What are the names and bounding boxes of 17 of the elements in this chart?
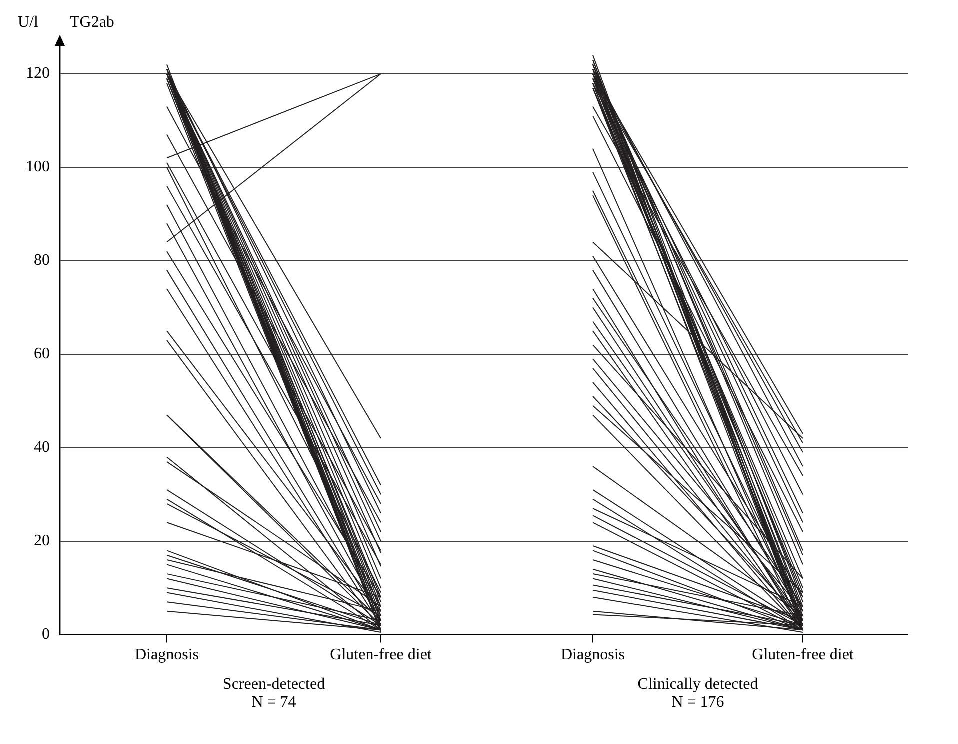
x-tick-label: Diagnosis (135, 646, 199, 664)
y-tick-label: 40 (34, 439, 50, 456)
y-tick-label: 120 (26, 65, 50, 82)
y-tick-label: 60 (34, 346, 50, 363)
x-tick-label: Gluten-free diet (330, 646, 432, 664)
y-tick-label: 100 (26, 158, 50, 176)
x-axis-title: Screen-detected (222, 676, 326, 694)
text: N = 74 (250, 694, 298, 712)
x-axis-title: Clinically detected (636, 676, 760, 694)
x-tick-label: Diagnosis (561, 646, 625, 664)
x-tick-label: Gluten-free diet (752, 646, 854, 664)
y-tick-label: 0 (42, 626, 50, 644)
text: N = 176 (670, 694, 726, 712)
y-axis-title: U/l (18, 14, 38, 32)
chart-title: TG2ab (70, 14, 114, 32)
y-tick-label: 80 (34, 252, 50, 270)
y-tick-label: 20 (34, 532, 50, 550)
